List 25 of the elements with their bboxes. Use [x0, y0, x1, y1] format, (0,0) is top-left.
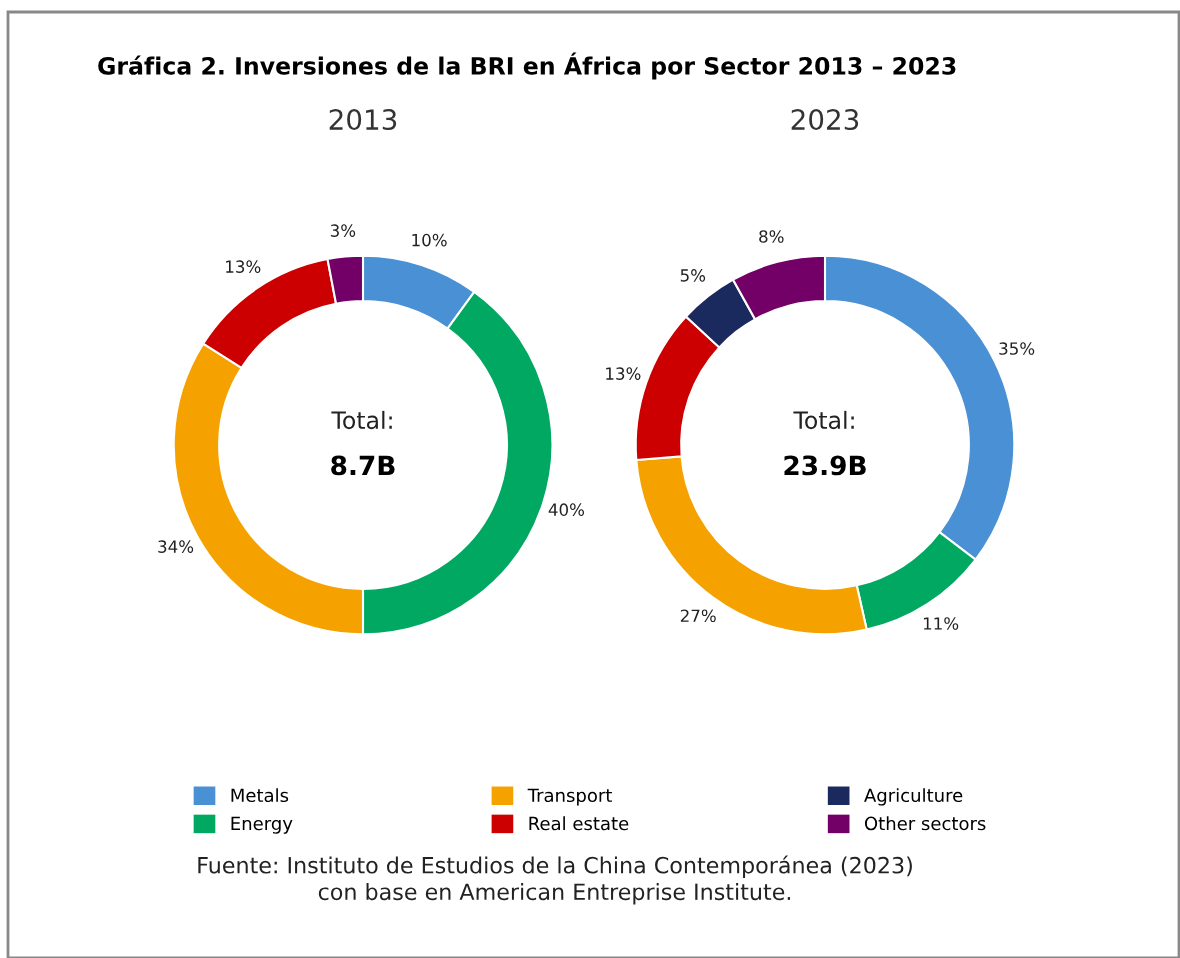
data-label: 11%: [923, 617, 959, 630]
legend-label: Energy: [231, 816, 293, 834]
legend-label: Other sectors: [864, 816, 986, 831]
legend-label: Agriculture: [864, 788, 963, 806]
source-note: Fuente: Instituto de Estudios de la China Contemporánea (2023) con base en American Entreprise Institute.: [198, 855, 912, 905]
chart-title: 2013: [329, 109, 397, 131]
data-label: 40%: [548, 503, 585, 516]
text: Total:: [331, 410, 392, 430]
legend-label: Transport: [527, 788, 612, 806]
text: 8.7B: [331, 455, 395, 476]
data-label: 10%: [412, 233, 447, 247]
data-label: 34%: [158, 540, 194, 553]
legend-label: Metals: [231, 788, 289, 803]
data-label: 13%: [606, 367, 641, 380]
data-label: 8%: [759, 230, 784, 243]
data-label: 35%: [999, 342, 1035, 355]
text: Gráfica 2. Inversiones de la BRI en África por Sector 2013 – 2023: [98, 52, 956, 80]
chart-title: 2023: [791, 109, 859, 131]
data-label: 3%: [330, 224, 356, 237]
data-label: 27%: [680, 609, 716, 623]
data-label: 13%: [226, 260, 261, 273]
legend-label: Real estate: [529, 816, 629, 831]
text: 23.9B: [784, 455, 866, 476]
data-label: 5%: [680, 269, 706, 282]
text: Total:: [793, 410, 854, 430]
